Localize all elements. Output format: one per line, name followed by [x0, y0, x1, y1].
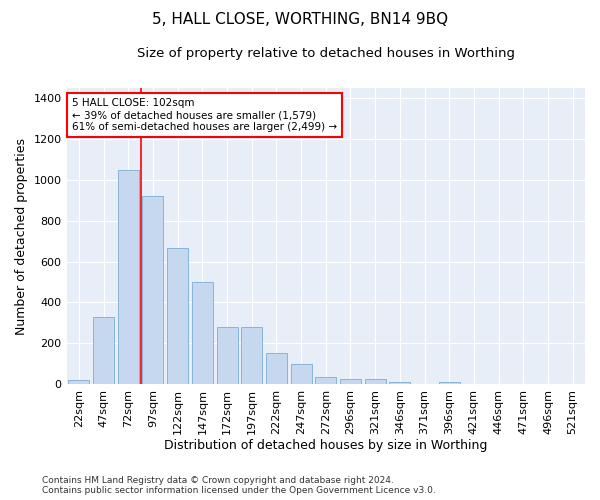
Text: 5, HALL CLOSE, WORTHING, BN14 9BQ: 5, HALL CLOSE, WORTHING, BN14 9BQ	[152, 12, 448, 28]
Bar	[389, 382, 410, 384]
Bar	[118, 170, 139, 384]
Bar	[340, 380, 361, 384]
Bar	[68, 380, 89, 384]
Bar	[315, 377, 336, 384]
Bar	[167, 248, 188, 384]
Bar	[439, 382, 460, 384]
Bar	[93, 316, 114, 384]
Bar	[142, 196, 163, 384]
X-axis label: Distribution of detached houses by size in Worthing: Distribution of detached houses by size …	[164, 440, 487, 452]
Text: 5 HALL CLOSE: 102sqm
← 39% of detached houses are smaller (1,579)
61% of semi-de: 5 HALL CLOSE: 102sqm ← 39% of detached h…	[72, 98, 337, 132]
Text: Contains HM Land Registry data © Crown copyright and database right 2024.
Contai: Contains HM Land Registry data © Crown c…	[42, 476, 436, 495]
Title: Size of property relative to detached houses in Worthing: Size of property relative to detached ho…	[137, 48, 515, 60]
Bar	[192, 282, 213, 384]
Bar	[217, 327, 238, 384]
Bar	[241, 327, 262, 384]
Bar	[266, 353, 287, 384]
Y-axis label: Number of detached properties: Number of detached properties	[15, 138, 28, 334]
Bar	[365, 380, 386, 384]
Bar	[290, 364, 311, 384]
